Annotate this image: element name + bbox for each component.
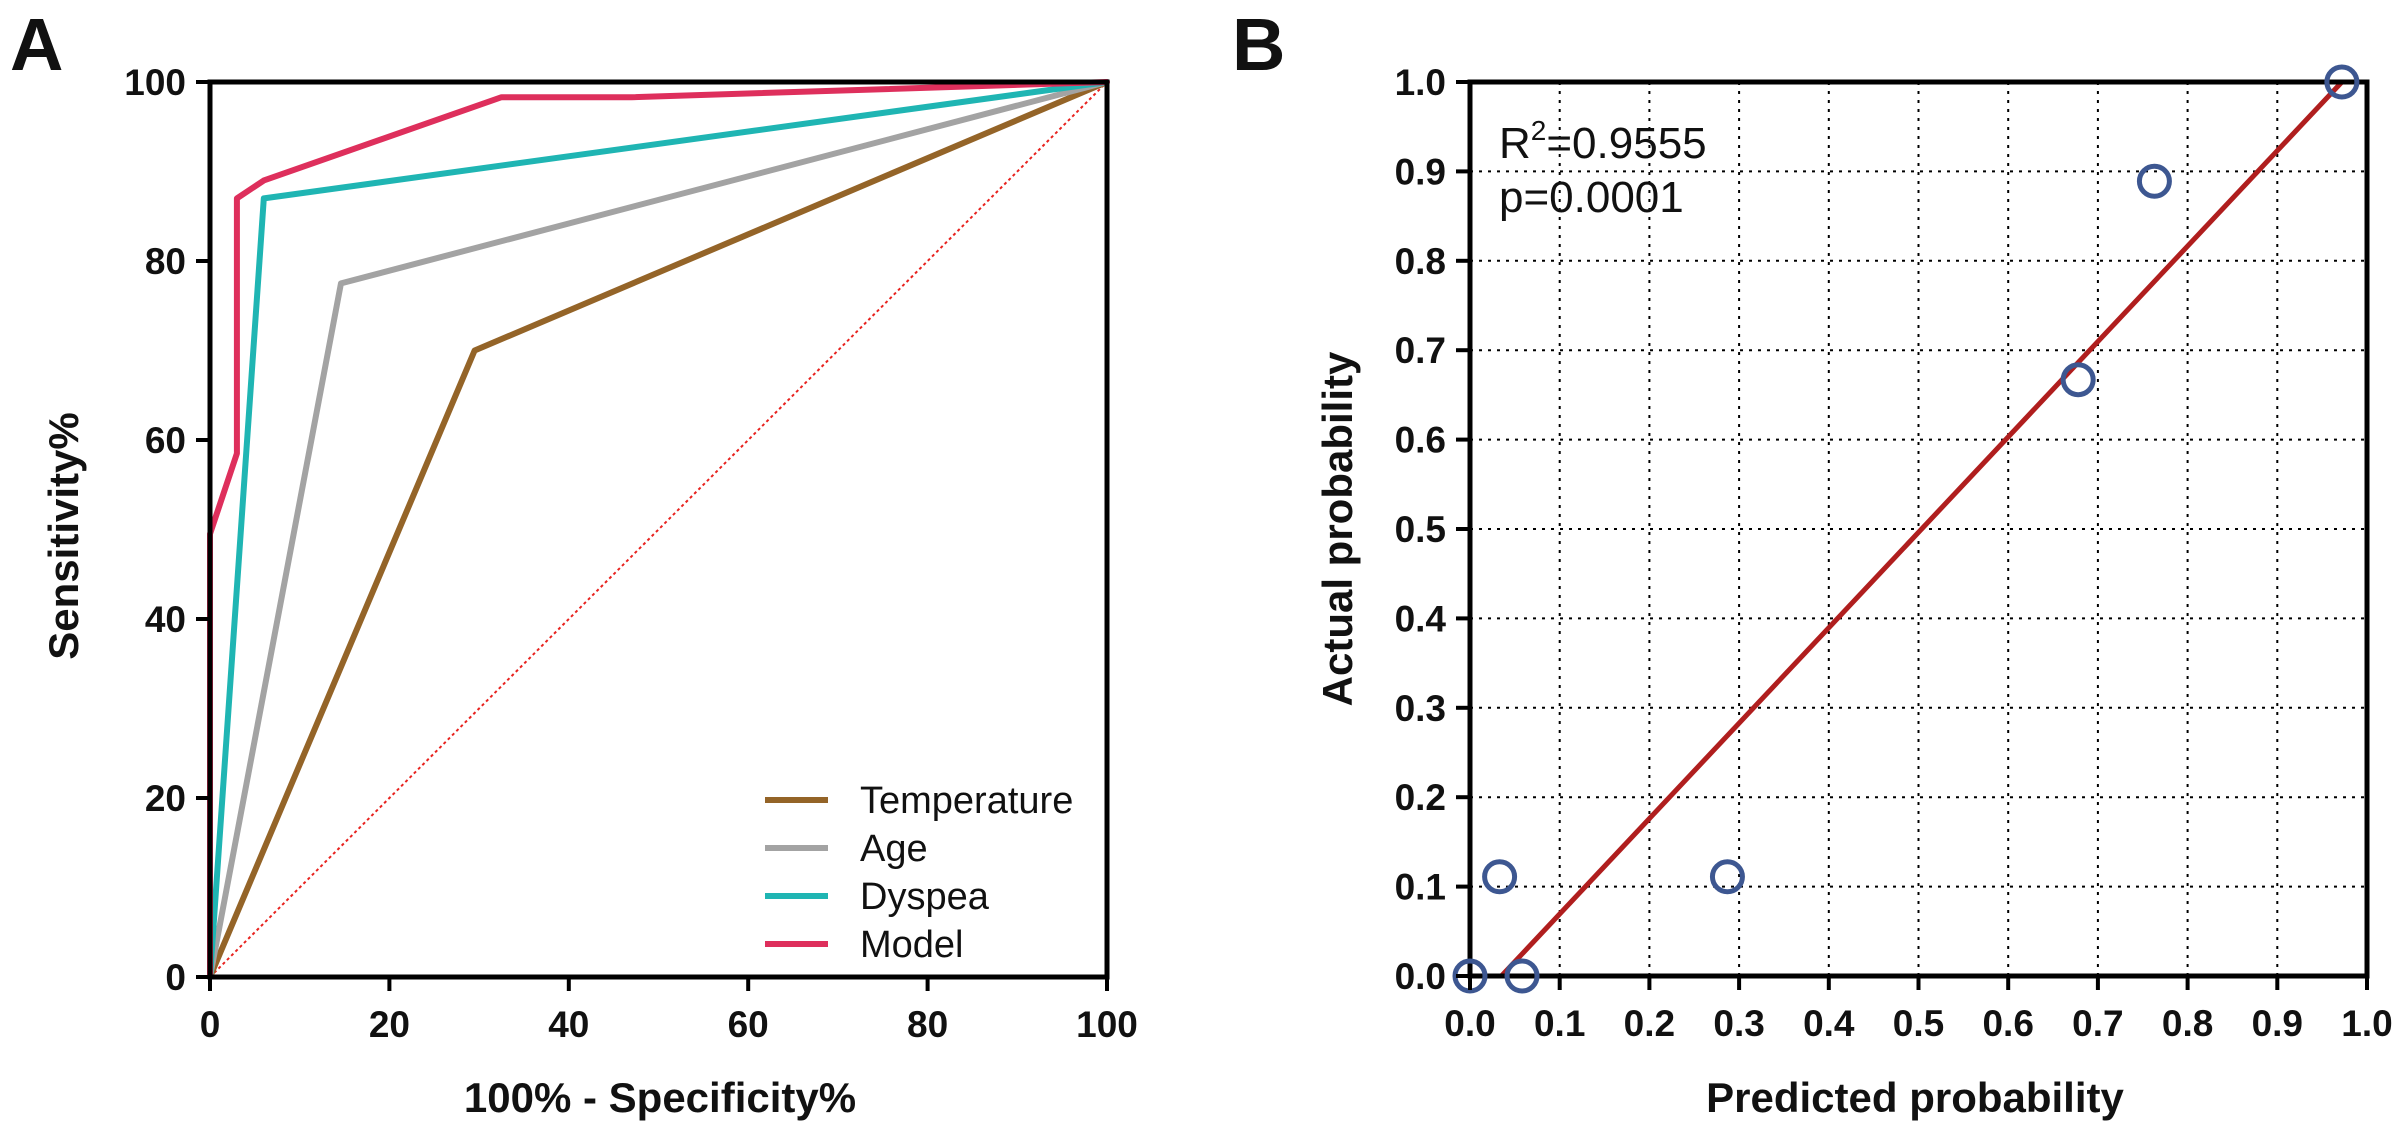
x-axis-title: Predicted probability: [1706, 1074, 2124, 1121]
y-tick-label: 60: [145, 420, 186, 461]
r-squared-prefix: R: [1499, 119, 1531, 168]
x-tick-label: 0.5: [1893, 1003, 1944, 1044]
x-tick-label: 40: [548, 1004, 589, 1045]
x-tick-label: 0.3: [1713, 1003, 1764, 1044]
legend-label-model: Model: [860, 924, 964, 966]
series-line-dyspea: [207, 79, 1110, 980]
x-axis-title: 100% - Specificity%: [464, 1074, 856, 1121]
x-tick-label: 0.1: [1534, 1003, 1585, 1044]
r-squared-annotation: R2=0.9555: [1499, 115, 1707, 168]
series-line-model: [207, 79, 1110, 980]
x-tick-label: 80: [907, 1004, 948, 1045]
y-tick-label: 0.4: [1395, 598, 1447, 639]
y-axis-title: Sensitivity%: [40, 412, 87, 659]
y-tick-label: 40: [145, 599, 186, 640]
regression-fit-line: [1499, 80, 2344, 978]
x-tick-label: 0.2: [1624, 1003, 1675, 1044]
y-tick-label: 0.3: [1395, 688, 1446, 729]
x-tick-label: 0.8: [2162, 1003, 2213, 1044]
x-tick-label: 60: [728, 1004, 769, 1045]
calibration-plot-area: 0.0 0.1 0.2 0.3 0.4 0.5 0.6 0.7 0.8 0.9 1.0 0.0 0.1 0…: [1395, 62, 2393, 1044]
roc-plot-area: 0 20 40 60 80 100 0 20 40 60 80 100: [124, 62, 1138, 1045]
y-axis-title: Actual probability: [1314, 351, 1361, 706]
y-tick-label: 80: [145, 241, 186, 282]
data-point-marker: [1452, 958, 1488, 994]
data-point-marker: [2324, 64, 2360, 100]
x-tick-label: 0.7: [2072, 1003, 2123, 1044]
legend: Temperature Age Dyspea Model: [765, 780, 1073, 966]
x-tick-label: 1.0: [2341, 1003, 2392, 1044]
x-tick-label: 0: [200, 1004, 221, 1045]
reference-diagonal-line: [209, 81, 1108, 978]
y-tick-label: 0.1: [1395, 867, 1446, 908]
data-point-marker: [1504, 958, 1540, 994]
data-point-marker: [2060, 362, 2096, 398]
y-tick-label: 0.8: [1395, 241, 1446, 282]
calibration-chart-panel: B 0.0 0.1 0.2 0.3 0.4 0.5 0.6 0.7 0.8 0.9 1.00.00.…: [1232, 3, 2393, 1121]
y-tick-label: 0.5: [1395, 509, 1446, 550]
panel-label-b: B: [1232, 3, 1285, 86]
y-tick-label: 100: [124, 62, 186, 103]
r-squared-superscript: 2: [1531, 115, 1547, 146]
y-tick-label: 0.2: [1395, 777, 1446, 818]
x-tick-label: 0.4: [1803, 1003, 1855, 1044]
y-tick-label: 0: [165, 957, 186, 998]
legend-label-temperature: Temperature: [860, 780, 1073, 822]
legend-label-age: Age: [860, 828, 928, 870]
x-tick-label: 0.0: [1444, 1003, 1495, 1044]
legend-label-dyspea: Dyspea: [860, 876, 990, 918]
y-tick-label: 0.0: [1395, 956, 1446, 997]
y-tick-label: 0.7: [1395, 330, 1446, 371]
plot-frame: [207, 79, 1110, 980]
panel-label-a: A: [10, 3, 63, 86]
series-line-temperature: [207, 79, 1110, 980]
series-line-age: [207, 79, 1110, 980]
y-tick-label: 1.0: [1395, 62, 1446, 103]
x-tick-label: 20: [369, 1004, 410, 1045]
y-tick-label: 20: [145, 778, 186, 819]
y-tick-label: 0.9: [1395, 151, 1446, 192]
data-point-marker: [2136, 163, 2172, 199]
x-tick-label: 0.6: [1982, 1003, 2033, 1044]
y-tick-label: 0.6: [1395, 420, 1446, 461]
data-point-marker: [1709, 859, 1745, 895]
x-tick-label: 100: [1076, 1004, 1138, 1045]
data-point-marker: [1482, 859, 1518, 895]
r-squared-value: =0.9555: [1546, 119, 1706, 168]
x-tick-label: 0.9: [2252, 1003, 2303, 1044]
roc-chart-panel: A 0 20 40 60 80 100 0 20 40 60 80 100 100% - Specif…: [10, 3, 1138, 1121]
p-value-annotation: p=0.0001: [1499, 173, 1684, 222]
